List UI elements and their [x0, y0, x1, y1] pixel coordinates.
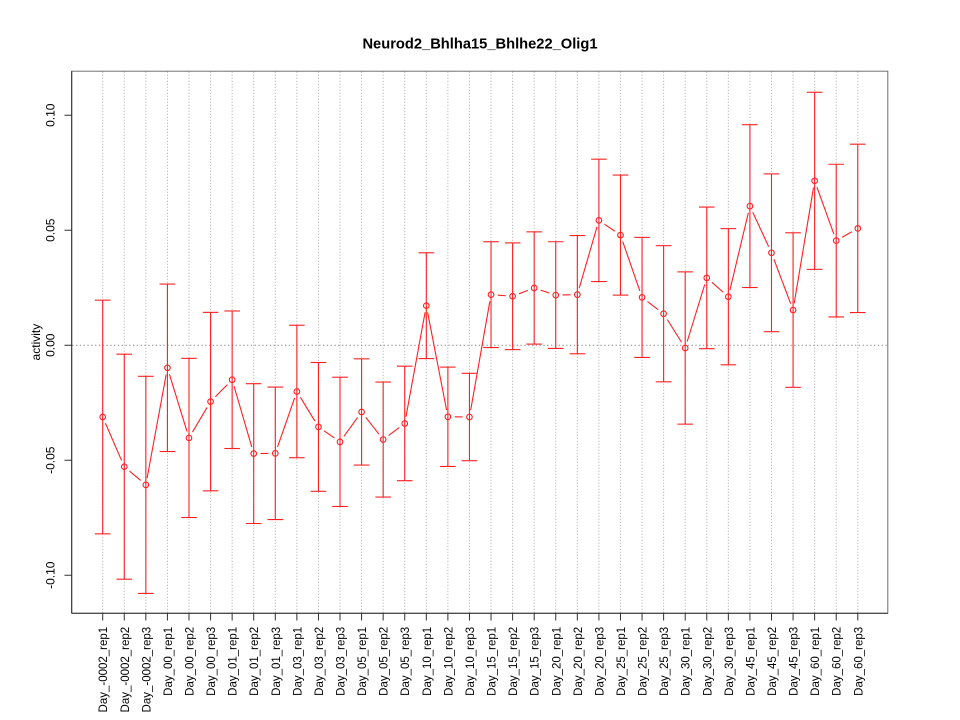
svg-text:Day_01_rep2: Day_01_rep2: [249, 627, 261, 696]
svg-text:Day_60_rep1: Day_60_rep1: [810, 627, 822, 696]
svg-text:Day_00_rep2: Day_00_rep2: [185, 627, 197, 696]
svg-text:Day_01_rep1: Day_01_rep1: [228, 627, 240, 696]
svg-text:Day_20_rep2: Day_20_rep2: [573, 627, 585, 696]
svg-text:Day_03_rep1: Day_03_rep1: [292, 627, 304, 696]
svg-text:-0.10: -0.10: [43, 561, 57, 589]
svg-text:Day_15_rep1: Day_15_rep1: [487, 627, 499, 696]
svg-text:Day_10_rep3: Day_10_rep3: [465, 627, 477, 696]
svg-text:Day_00_rep3: Day_00_rep3: [206, 627, 218, 696]
svg-text:Day_00_rep1: Day_00_rep1: [163, 627, 175, 696]
svg-text:Day_30_rep3: Day_30_rep3: [724, 627, 736, 696]
svg-text:Day_25_rep3: Day_25_rep3: [659, 627, 671, 696]
svg-text:Day_25_rep1: Day_25_rep1: [616, 627, 628, 696]
svg-text:Day_20_rep1: Day_20_rep1: [551, 627, 563, 696]
svg-text:Day_05_rep3: Day_05_rep3: [400, 627, 412, 696]
svg-text:Day_20_rep3: Day_20_rep3: [594, 627, 606, 696]
svg-text:Day_45_rep1: Day_45_rep1: [745, 627, 757, 696]
svg-text:Day_10_rep2: Day_10_rep2: [443, 627, 455, 696]
svg-text:Day_30_rep2: Day_30_rep2: [702, 627, 714, 696]
svg-text:Day_45_rep3: Day_45_rep3: [789, 627, 801, 696]
svg-text:Day_25_rep2: Day_25_rep2: [638, 627, 650, 696]
svg-text:Day_05_rep2: Day_05_rep2: [379, 627, 391, 696]
svg-text:Day_01_rep3: Day_01_rep3: [271, 627, 283, 696]
svg-text:Day_03_rep2: Day_03_rep2: [314, 627, 326, 696]
svg-text:Day_60_rep2: Day_60_rep2: [832, 627, 844, 696]
svg-text:Day_15_rep2: Day_15_rep2: [508, 627, 520, 696]
svg-text:Neurod2_Bhlha15_Bhlhe22_Olig1: Neurod2_Bhlha15_Bhlhe22_Olig1: [362, 37, 597, 53]
svg-text:Day_45_rep2: Day_45_rep2: [767, 627, 779, 696]
svg-text:-0.05: -0.05: [43, 446, 57, 474]
svg-text:0.10: 0.10: [43, 103, 57, 127]
svg-text:Day_-0002_rep2: Day_-0002_rep2: [120, 627, 132, 713]
svg-text:Day_15_rep3: Day_15_rep3: [530, 627, 542, 696]
svg-text:Day_30_rep1: Day_30_rep1: [681, 627, 693, 696]
svg-text:Day_03_rep3: Day_03_rep3: [336, 627, 348, 696]
svg-text:0.00: 0.00: [43, 333, 57, 357]
svg-text:Day_05_rep1: Day_05_rep1: [357, 627, 369, 696]
svg-text:0.05: 0.05: [43, 218, 57, 242]
svg-text:Day_-0002_rep3: Day_-0002_rep3: [141, 627, 153, 713]
svg-text:Day_60_rep3: Day_60_rep3: [853, 627, 865, 696]
svg-text:activity: activity: [29, 324, 43, 361]
svg-text:Day_10_rep1: Day_10_rep1: [422, 627, 434, 696]
svg-text:Day_-0002_rep1: Day_-0002_rep1: [98, 627, 110, 713]
